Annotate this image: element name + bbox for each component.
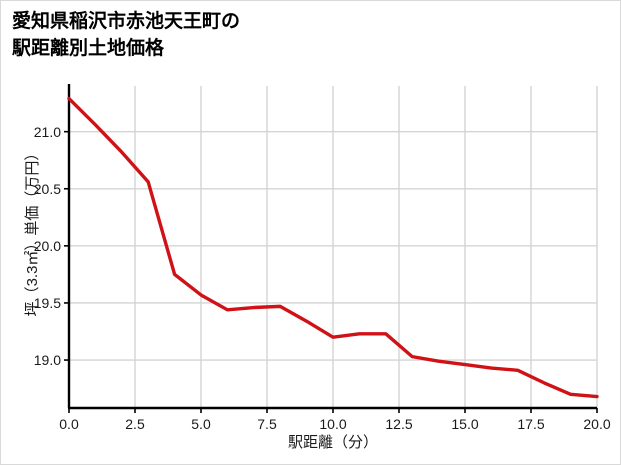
y-tick-label: 21.0 [33, 123, 61, 140]
x-tick-label: 12.5 [385, 416, 413, 432]
y-tick-label: 20.0 [33, 237, 61, 254]
y-tick-label: 20.5 [33, 180, 61, 197]
y-tick-label: 19.5 [33, 294, 61, 311]
chart-title: 愛知県稲沢市赤池天王町の 駅距離別土地価格 [12, 11, 241, 59]
x-tick-label: 17.5 [517, 416, 545, 432]
x-axis-title: 駅距離（分） [287, 434, 378, 451]
x-tick-label: 20.0 [583, 416, 611, 432]
y-tick-label: 19.0 [33, 352, 61, 369]
y-axis-title: 坪（3.3㎡）単価（万円） [24, 145, 41, 317]
x-tick-label: 2.5 [125, 416, 145, 432]
x-tick-label: 15.0 [451, 416, 479, 432]
x-tick-label: 7.5 [257, 416, 277, 432]
x-tick-label: 0.0 [59, 416, 79, 432]
x-tick-label: 10.0 [319, 416, 347, 432]
gridlines [69, 86, 598, 408]
x-tick-label: 5.0 [191, 416, 211, 432]
data-series-line [67, 96, 599, 399]
